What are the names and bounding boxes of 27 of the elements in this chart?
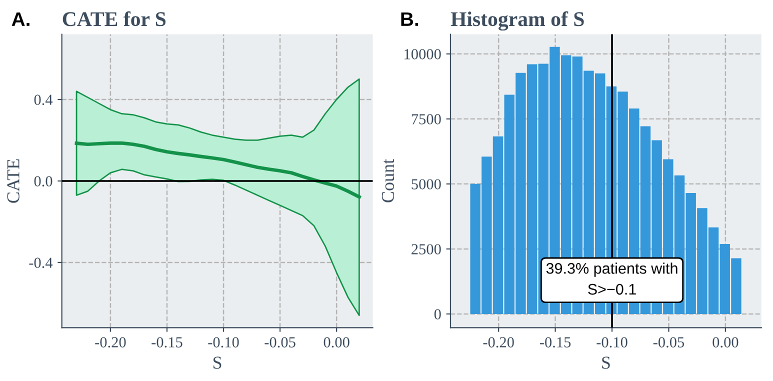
text: B. [401,12,418,26]
y-tick-label: 0.4 [34,94,53,105]
y-axis-title: CATE [7,159,20,203]
chart-title: CATE for S [62,11,166,26]
x-tick-label: -0.10 [596,337,628,348]
text: A. [12,12,30,26]
x-tick-label: -0.20 [95,337,126,348]
y-tick-label: 0 [434,309,441,320]
annotation: 39.3% patients with S>−0.1 [546,262,678,295]
y-tick-label: -0.4 [29,258,53,268]
x-tick-label: -0.15 [540,337,571,348]
y-tick-label: 10000 [404,49,441,60]
y-tick-label: 2500 [412,244,441,254]
x-tick-label: -0.05 [264,337,296,348]
y-tick-label: 7500 [412,114,441,124]
x-axis-title: S [213,356,222,369]
x-axis-title: S [602,356,610,369]
x-tick-label: -0.10 [208,337,239,348]
y-axis-title: Count [382,159,394,202]
x-tick-label: -0.05 [653,337,684,348]
x-tick-label: -0.20 [483,337,514,348]
x-tick-label: -0.15 [152,337,182,348]
x-tick-label: 0.00 [324,337,350,348]
y-tick-label: 5000 [412,179,441,190]
chart-title: Histogram of S [450,11,584,31]
x-tick-label: 0.00 [712,337,738,348]
y-tick-label: 0.0 [34,176,52,186]
